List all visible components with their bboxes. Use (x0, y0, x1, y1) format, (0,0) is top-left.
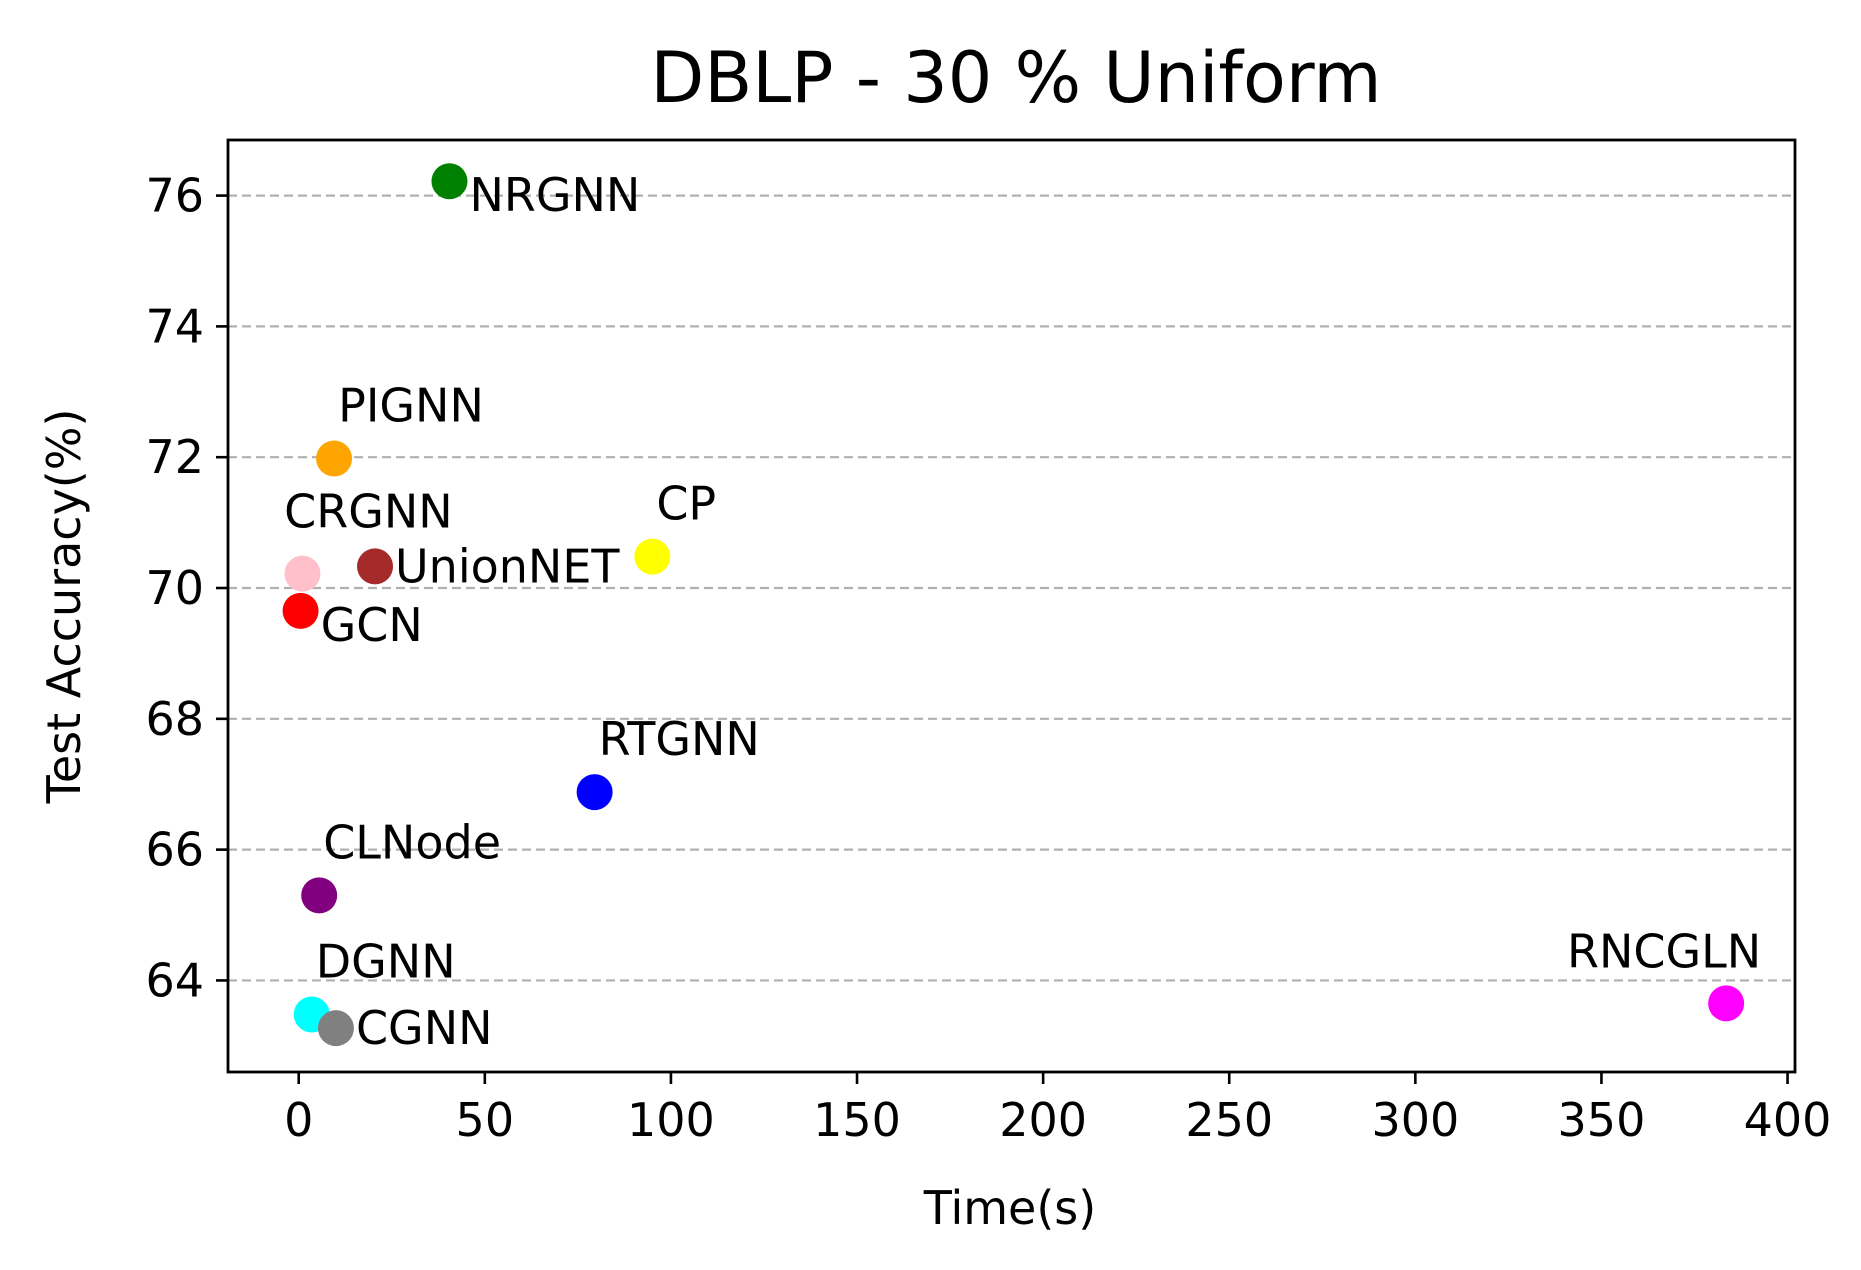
y-tick-label-76: 76 (145, 169, 204, 223)
point-cp (634, 538, 671, 575)
x-tick-label-50: 50 (456, 1093, 515, 1147)
x-tick-label-300: 300 (1371, 1093, 1459, 1147)
chart-title: DBLP - 30 % Uniform (650, 37, 1381, 119)
point-cgnn (317, 1010, 354, 1047)
y-tick-label-74: 74 (145, 299, 204, 353)
y-tick-label-68: 68 (145, 692, 204, 746)
x-tick-label-150: 150 (813, 1093, 901, 1147)
point-label-cgnn: CGNN (356, 1001, 493, 1055)
point-label-nrgnn: NRGNN (469, 168, 640, 222)
data-points (282, 163, 1745, 1047)
point-label-gcn: GCN (321, 598, 423, 652)
y-axis-ticks: 64 66 68 70 72 74 76 (145, 169, 228, 1007)
point-nrgnn (431, 163, 468, 200)
point-clnode (301, 877, 338, 914)
y-tick-label-72: 72 (145, 430, 204, 484)
y-tick-label-66: 66 (145, 823, 204, 877)
grid-lines (228, 194, 1795, 982)
plot-frame (226, 138, 1797, 1074)
x-tick-label-200: 200 (999, 1093, 1087, 1147)
x-tick-label-400: 400 (1744, 1093, 1832, 1147)
point-label-rtgnn: RTGNN (599, 712, 760, 766)
point-label-dgnn: DGNN (316, 934, 456, 988)
point-label-clnode: CLNode (323, 815, 501, 869)
point-rtgnn (576, 774, 613, 811)
y-axis-label: Test Accuracy(%) (37, 409, 91, 805)
point-label-unionnet: UnionNET (395, 539, 620, 593)
point-crgnn (284, 555, 321, 592)
x-tick-label-250: 250 (1185, 1093, 1273, 1147)
x-tick-label-0: 0 (284, 1093, 313, 1147)
point-rncgln (1708, 985, 1745, 1022)
point-label-crgnn: CRGNN (284, 485, 453, 539)
x-tick-label-100: 100 (627, 1093, 715, 1147)
point-label-cp: CP (656, 477, 716, 531)
point-pignn (316, 440, 353, 477)
x-tick-label-350: 350 (1558, 1093, 1646, 1147)
point-gcn (282, 592, 319, 629)
point-label-pignn: PIGNN (338, 379, 484, 433)
y-tick-label-70: 70 (145, 561, 204, 615)
point-unionnet (357, 548, 394, 585)
y-tick-label-64: 64 (145, 953, 204, 1007)
x-axis-ticks: 0 50 100 150 200 250 300 350 400 (284, 1072, 1831, 1147)
point-label-rncgln: RNCGLN (1567, 924, 1761, 978)
x-axis-label: Time(s) (923, 1181, 1096, 1235)
